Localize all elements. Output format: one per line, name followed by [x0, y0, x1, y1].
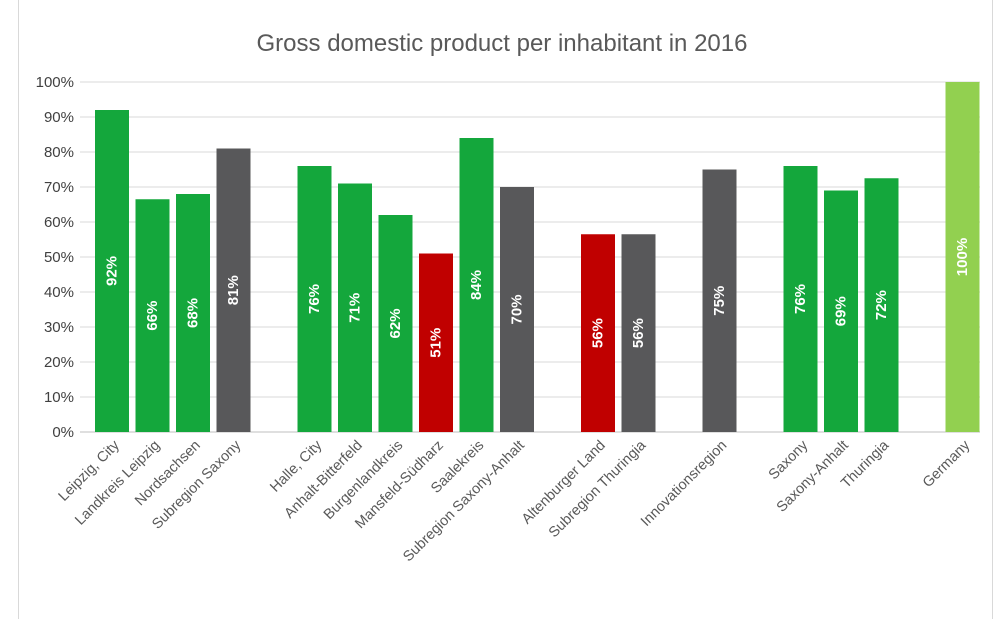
data-label: 100%: [954, 238, 971, 276]
bar: [581, 234, 615, 432]
bar: [338, 183, 372, 432]
y-tick-label: 60%: [44, 214, 74, 231]
data-label: 66%: [144, 301, 161, 331]
bar: [621, 234, 656, 432]
y-tick-label: 0%: [52, 424, 74, 441]
bars: 92% 66% 68% 81% 76% 71% 62% 51% 84% 70% 56% 56% 75% 7…: [95, 82, 980, 432]
bar: [216, 148, 251, 432]
y-tick-label: 80%: [44, 144, 74, 161]
y-tick-label: 30%: [44, 319, 74, 336]
y-tick-label: 90%: [44, 109, 74, 126]
bar: [945, 82, 980, 432]
data-label: 75%: [711, 286, 728, 316]
x-tick-label: Germany: [920, 437, 974, 491]
bar: [702, 169, 737, 432]
data-label: 72%: [873, 290, 890, 320]
y-tick-label: 50%: [44, 249, 74, 266]
data-label: 70%: [509, 294, 526, 324]
y-tick-label: 20%: [44, 354, 74, 371]
bar: [783, 166, 818, 432]
bar: [378, 215, 413, 432]
y-tick-label: 70%: [44, 179, 74, 196]
bar: [297, 166, 332, 432]
y-axis-ticks: 0% 10% 20% 30% 40% 50% 60% 70% 80% 90% 100%: [36, 74, 74, 441]
bar: [95, 110, 129, 432]
y-tick-label: 100%: [36, 74, 74, 91]
data-label: 76%: [306, 284, 323, 314]
bar: [176, 194, 210, 432]
data-label: 51%: [428, 328, 445, 358]
data-label: 92%: [104, 256, 121, 286]
bar: [500, 187, 534, 432]
bar: [459, 138, 494, 432]
data-label: 69%: [833, 296, 850, 326]
bar: [824, 190, 858, 432]
y-tick-label: 10%: [44, 389, 74, 406]
chart-border-right: [992, 0, 993, 619]
chart-title: Gross domestic product per inhabitant in…: [257, 30, 748, 57]
chart-border-left: [18, 0, 19, 619]
data-label: 84%: [468, 270, 485, 300]
y-tick-label: 40%: [44, 284, 74, 301]
data-label: 81%: [225, 275, 242, 305]
bar: [135, 199, 170, 432]
data-label: 56%: [630, 318, 647, 348]
data-label: 62%: [387, 308, 404, 338]
x-tick-label: Saxony-Anhalt: [774, 438, 852, 516]
data-label: 68%: [185, 298, 202, 328]
data-label: 56%: [590, 318, 607, 348]
data-label: 71%: [347, 293, 364, 323]
data-label: 76%: [792, 284, 809, 314]
bar: [419, 253, 453, 432]
x-tick-label: Innovationsregion: [638, 438, 730, 530]
bar: [864, 178, 899, 432]
